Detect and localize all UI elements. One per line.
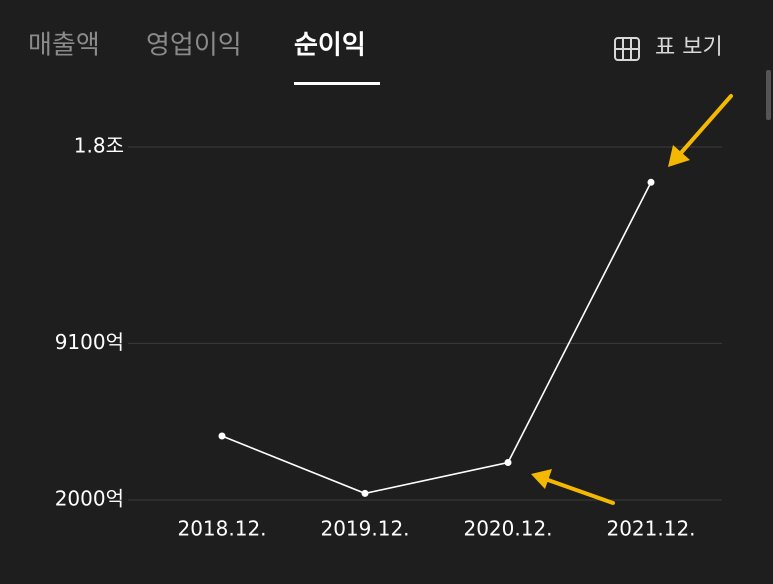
x-tick-label: 2021.12.	[606, 517, 695, 541]
point	[647, 178, 655, 186]
arrow-head	[668, 145, 690, 167]
y-tick-label: 9100억	[55, 330, 124, 354]
tab[interactable]: 영업이익	[146, 31, 242, 61]
y-tick-label: 1.8조	[74, 134, 124, 158]
tab[interactable]: 매출액	[28, 31, 100, 61]
table-view-label[interactable]: 표 보기	[655, 35, 723, 60]
arrow	[546, 478, 615, 505]
tab-underline	[294, 82, 380, 85]
y-tick-label: 2000억	[55, 487, 124, 511]
table-view-button[interactable]: 표 보기	[614, 35, 723, 61]
point	[504, 458, 512, 466]
tab-bar: 매출액 영업이익 순이익	[28, 31, 380, 85]
table-icon	[614, 37, 640, 61]
x-tick-label: 2019.12.	[320, 517, 409, 541]
annotation-arrows	[531, 94, 733, 505]
arrow	[678, 94, 733, 156]
arrow-head	[531, 469, 552, 489]
line	[221, 181, 652, 495]
tab[interactable]: 순이익	[294, 31, 366, 61]
x-tick-label: 2018.12.	[177, 517, 266, 541]
point	[218, 432, 226, 440]
chart: 2000억 9100억 1.8조 2018.12. 2019.12. 2020.12. 20…	[55, 134, 722, 541]
point	[361, 489, 369, 497]
scrollbar	[766, 70, 771, 120]
x-tick-label: 2020.12.	[463, 517, 552, 541]
